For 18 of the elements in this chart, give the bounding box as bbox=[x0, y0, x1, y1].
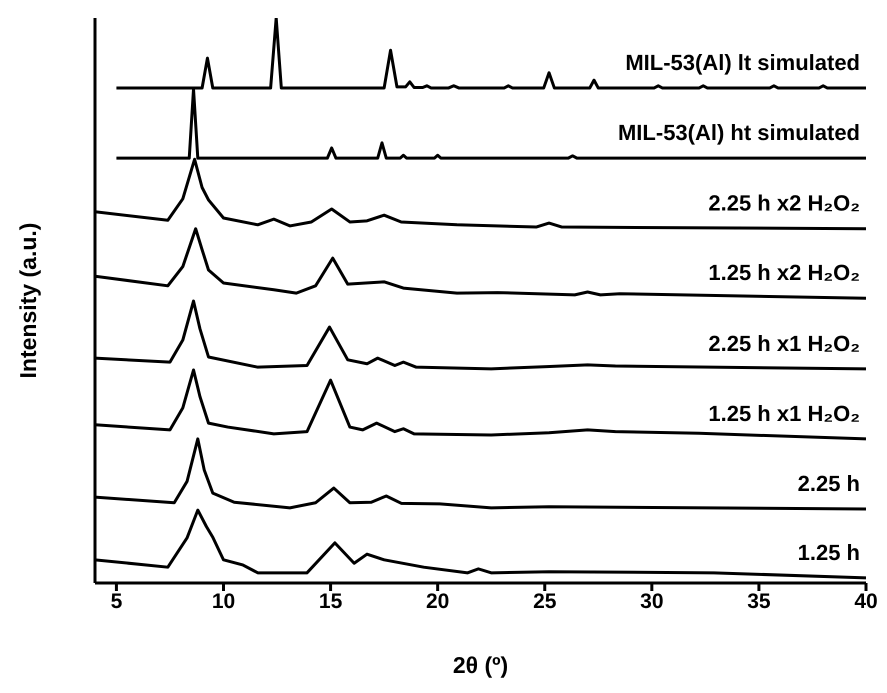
x-tick-label: 10 bbox=[212, 590, 236, 613]
series-label: MIL-53(Al) ht simulated bbox=[618, 120, 860, 146]
series-label: MIL-53(Al) lt simulated bbox=[625, 50, 860, 76]
series-label: 1.25 h bbox=[798, 540, 860, 565]
x-tick-label: 25 bbox=[533, 590, 557, 613]
x-tick-label: 35 bbox=[747, 590, 771, 613]
series-label: 2.25 h bbox=[798, 470, 860, 496]
x-tick-label: 20 bbox=[426, 590, 450, 613]
series-label: 1.25 h x2 H₂O₂ bbox=[708, 260, 860, 286]
x-tick-label: 5 bbox=[110, 590, 123, 613]
x-tick-label: 15 bbox=[318, 590, 343, 613]
series-label: 1.25 h x1 H₂O₂ bbox=[708, 400, 860, 426]
x-axis-title: 2θ (º) bbox=[452, 652, 508, 678]
series-label: 2.25 h x2 H₂O₂ bbox=[708, 190, 860, 216]
y-axis-title: Intensity (a.u.) bbox=[15, 222, 42, 378]
x-tick-label: 40 bbox=[854, 590, 878, 613]
series-label: 2.25 h x1 H₂O₂ bbox=[708, 330, 860, 356]
x-tick-label: 30 bbox=[640, 590, 664, 613]
